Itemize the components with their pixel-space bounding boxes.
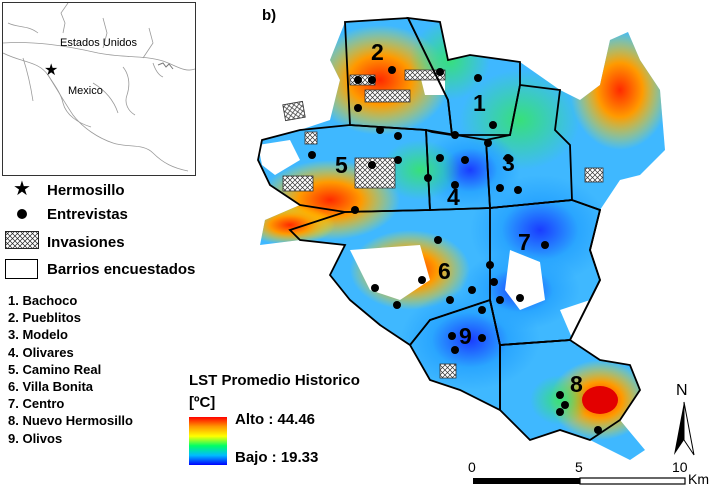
map-number-1: 1 xyxy=(473,90,486,116)
map-number-9: 9 xyxy=(459,323,472,349)
barrio-list: 1. Bachoco 2. Pueblitos 3. Modelo 4. Oli… xyxy=(8,292,133,447)
hermosillo-star-icon: ★ xyxy=(44,62,59,79)
list-item: 1. Bachoco xyxy=(8,293,78,308)
non-urban-areas xyxy=(258,70,600,345)
list-item: 6. Villa Bonita xyxy=(8,379,94,395)
colorbar-title: LST Promedio Historico xyxy=(189,372,360,389)
list-item: 8. Nuevo Hermosillo xyxy=(8,413,133,429)
colorbar-high-label: Alto : 44.46 xyxy=(235,411,316,428)
scale-bar xyxy=(473,477,686,485)
list-item: 5. Camino Real xyxy=(8,361,102,377)
map-number-8: 8 xyxy=(570,371,583,397)
legend-hermosillo: Hermosillo xyxy=(47,182,125,199)
map-number-6: 6 xyxy=(438,258,451,284)
scale-tick-5: 5 xyxy=(575,459,583,475)
list-item: 3. Modelo xyxy=(8,327,68,343)
colorbar-unit: [ºC] xyxy=(189,394,216,411)
barrio-boundaries xyxy=(257,16,642,442)
interview-points xyxy=(308,66,602,434)
panel-b-label: b) xyxy=(262,7,277,24)
legend-barrios: Barrios encuestados xyxy=(47,261,196,278)
crosshatch-icon xyxy=(5,231,39,249)
list-item: 4. Olivares xyxy=(8,344,74,360)
dot-icon xyxy=(17,209,27,219)
inset-map: Estados Unidos Mexico ★ xyxy=(2,2,196,176)
legend-invasiones: Invasiones xyxy=(47,234,125,251)
map-number-5: 5 xyxy=(335,152,348,178)
inset-label-us: Estados Unidos xyxy=(60,37,138,49)
scale-unit: Km xyxy=(688,471,709,487)
map-number-7: 7 xyxy=(518,229,531,255)
list-item: 9. Olivos xyxy=(8,430,63,446)
colorbar-gradient xyxy=(189,417,227,465)
list-item: 2. Pueblitos xyxy=(8,310,81,326)
map-number-2: 2 xyxy=(371,39,384,65)
north-label: N xyxy=(676,382,688,399)
inset-label-mexico: Mexico xyxy=(68,85,103,97)
invasion-patches xyxy=(282,69,604,379)
colorbar-low-label: Bajo : 19.33 xyxy=(235,449,319,466)
lst-raster xyxy=(258,18,665,460)
map-number-4: 4 xyxy=(447,184,460,210)
north-arrow-icon xyxy=(674,401,695,456)
star-icon: ★ xyxy=(13,178,31,200)
scale-tick-0: 0 xyxy=(468,459,476,475)
inset-outline-drawing xyxy=(3,3,195,172)
map-number-3: 3 xyxy=(502,150,515,176)
outline-box-icon xyxy=(5,259,38,279)
list-item: 7. Centro xyxy=(8,396,65,412)
legend-entrevistas: Entrevistas xyxy=(47,206,128,223)
scale-tick-10: 10 xyxy=(672,459,688,475)
